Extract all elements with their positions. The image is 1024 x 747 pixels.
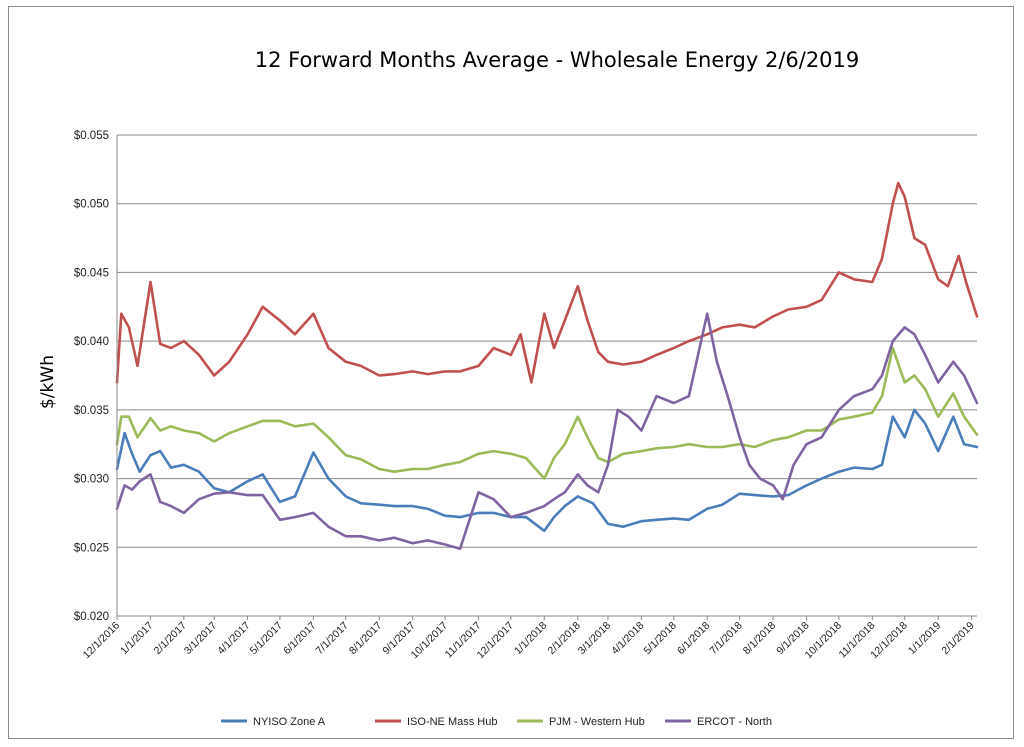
x-tick-label: 3/1/2017: [182, 620, 219, 657]
y-axis-ticks: $0.055 $0.050 $0.045 $0.040 $0.035 $0.030 $0.0…: [74, 130, 109, 623]
legend-label: ISO-NE Mass Hub: [407, 716, 497, 728]
y-tick-label: $0.035: [74, 405, 109, 417]
x-tick-label: 5/1/2018: [642, 620, 679, 657]
series-line: [115, 346, 979, 480]
y-tick-label: $0.025: [74, 542, 109, 554]
x-tick-label: 5/1/2017: [248, 620, 285, 657]
x-tick-label: 4/1/2017: [215, 620, 252, 657]
line-chart: 12 Forward Months Average - Wholesale En…: [38, 48, 979, 728]
legend-label: NYISO Zone A: [253, 716, 326, 728]
y-tick-label: $0.050: [74, 199, 109, 211]
gridlines: [117, 134, 977, 548]
chart-title: 12 Forward Months Average - Wholesale En…: [255, 48, 860, 72]
y-tick-label: $0.040: [74, 336, 109, 348]
legend: NYISO Zone A ISO-NE Mass Hub PJM - Western…: [221, 716, 772, 728]
x-tick-label: 6/1/2018: [675, 620, 712, 657]
x-tick-label: 3/1/2018: [576, 620, 613, 657]
x-axis-ticks: 12/1/20161/1/20172/1/20173/1/20174/1/201…: [81, 616, 977, 661]
y-tick-label: $0.030: [74, 474, 109, 486]
x-tick-label: 4/1/2018: [609, 620, 646, 657]
series-line: [115, 181, 979, 384]
x-tick-label: 6/1/2017: [281, 620, 318, 657]
y-axis-label: $/kWh: [38, 355, 58, 409]
x-tick-label: 8/1/2017: [347, 620, 384, 657]
x-tick-label: 2/1/2019: [939, 620, 976, 657]
y-tick-label: $0.055: [74, 130, 109, 142]
x-tick-label: 1/1/2017: [118, 620, 155, 657]
x-tick-label: 8/1/2018: [741, 620, 778, 657]
series-lines: [115, 181, 979, 551]
x-tick-label: 1/1/2018: [512, 620, 549, 657]
chart-frame: 12 Forward Months Average - Wholesale En…: [8, 6, 1014, 739]
legend-label: ERCOT - North: [697, 716, 772, 728]
series-line: [115, 312, 979, 551]
y-tick-label: $0.020: [74, 611, 109, 623]
x-tick-label: 12/1/2016: [81, 620, 123, 662]
x-tick-label: 7/1/2017: [313, 620, 350, 657]
legend-label: PJM - Western Hub: [549, 716, 645, 728]
axes: [116, 135, 977, 617]
x-tick-label: 1/1/2019: [906, 620, 943, 657]
y-tick-label: $0.045: [74, 267, 109, 279]
x-tick-label: 7/1/2018: [707, 620, 744, 657]
